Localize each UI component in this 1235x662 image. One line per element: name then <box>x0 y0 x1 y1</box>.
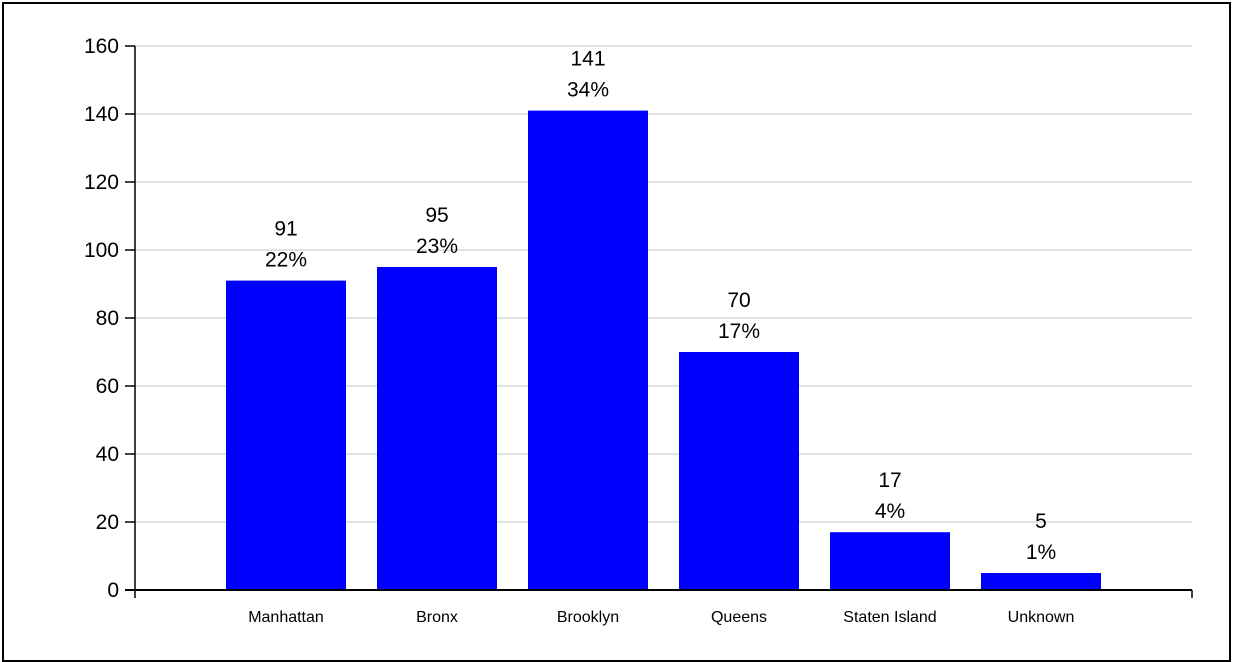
bar-bronx <box>377 267 497 590</box>
y-tick-label: 140 <box>84 103 119 126</box>
labels: 0 20 40 60 80 100 120 140 160 91 22% Manhattan 95 23%… <box>84 35 1074 626</box>
bar-percent-label: 4% <box>875 500 905 523</box>
x-category-label: Manhattan <box>248 609 324 626</box>
y-tick-label: 40 <box>96 443 119 466</box>
x-category-label: Unknown <box>1008 609 1075 626</box>
bar-percent-label: 17% <box>718 320 760 343</box>
bar-percent-label: 34% <box>567 79 609 102</box>
bar-staten-island <box>830 532 950 590</box>
y-tick-label: 60 <box>96 375 119 398</box>
y-tick-label: 160 <box>84 35 119 58</box>
x-category-label: Staten Island <box>843 609 936 626</box>
bar-percent-label: 23% <box>416 235 458 258</box>
bar-value-label: 17 <box>878 469 901 492</box>
y-tick-label: 100 <box>84 239 119 262</box>
bar-value-label: 91 <box>274 218 297 241</box>
y-tick-label: 20 <box>96 511 119 534</box>
bar-manhattan <box>226 280 346 590</box>
bar-queens <box>679 352 799 590</box>
bars <box>226 110 1101 590</box>
bar-value-label: 5 <box>1035 510 1047 533</box>
x-category-label: Bronx <box>416 609 458 626</box>
y-tick-label: 0 <box>107 579 119 602</box>
axes <box>125 45 1193 598</box>
bar-value-label: 95 <box>425 204 448 227</box>
y-tick-label: 80 <box>96 307 119 330</box>
bar-brooklyn <box>528 110 648 590</box>
bar-percent-label: 1% <box>1026 541 1056 564</box>
x-category-label: Queens <box>711 609 767 626</box>
bar-value-label: 141 <box>570 48 605 71</box>
bar-unknown <box>981 573 1101 590</box>
bar-value-label: 70 <box>727 289 750 312</box>
bar-percent-label: 22% <box>265 249 307 272</box>
y-tick-label: 120 <box>84 171 119 194</box>
x-category-label: Brooklyn <box>557 609 619 626</box>
